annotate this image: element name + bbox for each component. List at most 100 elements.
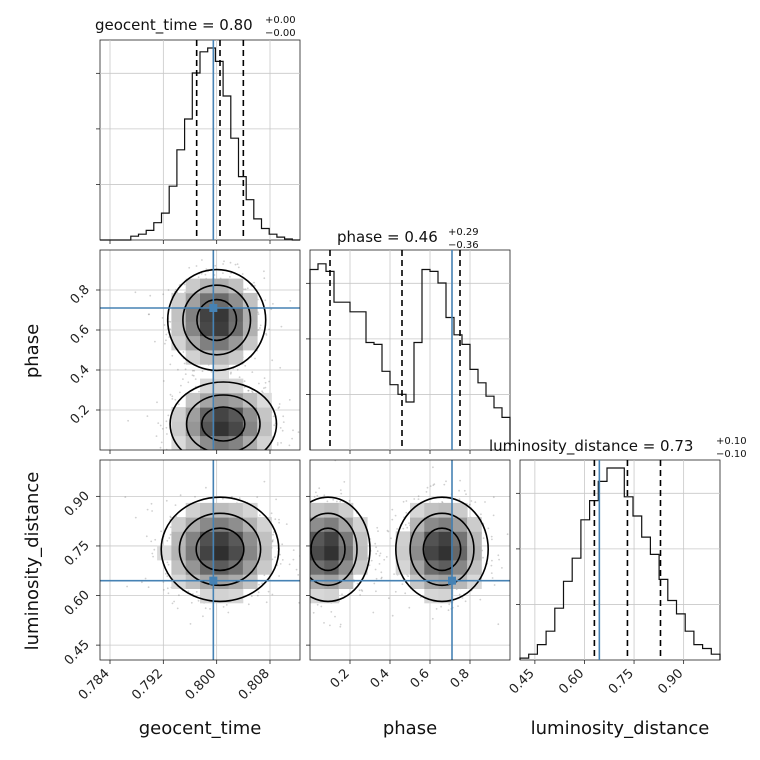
sample-point (308, 551, 310, 553)
xlabel-luminosity-distance: luminosity_distance (531, 718, 710, 739)
sample-point (401, 583, 404, 585)
sample-point (491, 538, 493, 541)
sample-point (184, 373, 187, 375)
sample-point (276, 442, 279, 444)
density-cell (242, 421, 258, 437)
sample-point (192, 452, 194, 454)
truth-marker (448, 576, 456, 585)
sample-point (272, 533, 274, 536)
sample-point (177, 403, 180, 406)
sample-point (339, 500, 342, 503)
sample-point (153, 548, 156, 551)
sample-point (202, 615, 204, 618)
truth-marker (209, 304, 218, 312)
sample-point (288, 563, 291, 566)
sample-point (151, 458, 153, 460)
density-cell (242, 335, 258, 351)
density-cell (424, 517, 439, 532)
sample-point (375, 577, 378, 580)
density-cell (171, 421, 187, 437)
sample-point (161, 317, 164, 319)
sample-point (458, 489, 460, 492)
sample-point (297, 540, 299, 542)
sample-point (441, 501, 443, 503)
panel-frame (99, 249, 301, 451)
density-cell (452, 517, 468, 532)
sample-point (182, 351, 185, 353)
sample-point (257, 591, 260, 594)
sample-point (293, 561, 295, 563)
sample-point (435, 608, 438, 610)
sample-point (166, 539, 169, 542)
panel-frame (99, 39, 301, 241)
sample-point (497, 554, 500, 557)
sample-point (306, 551, 308, 553)
sample-point (259, 324, 262, 327)
y-tick-label: 0.75 (62, 538, 93, 569)
sample-point (243, 386, 246, 389)
density-cell (310, 545, 325, 561)
sample-point (294, 550, 296, 552)
sample-point (169, 320, 172, 323)
sample-point (258, 583, 260, 586)
sample-point (204, 273, 207, 276)
sample-point (223, 455, 225, 457)
sample-point (297, 597, 299, 599)
density-cell (171, 407, 187, 422)
sample-point (394, 514, 397, 517)
sample-point (497, 623, 500, 626)
sample-point (289, 529, 291, 531)
density-cell (310, 560, 325, 575)
x-tick-label: 0.6 (408, 666, 433, 691)
sample-point (271, 540, 274, 543)
sample-point (210, 370, 213, 373)
sample-point (280, 531, 282, 533)
sample-point (166, 561, 169, 564)
sample-point (426, 486, 429, 489)
sample-point (263, 270, 265, 273)
density-cell (452, 502, 468, 518)
sample-point (316, 603, 319, 606)
sample-point (205, 486, 207, 489)
sample-point (271, 593, 274, 596)
sample-point (306, 554, 308, 556)
sample-point (166, 433, 168, 435)
title-luminosity-distance: luminosity_distance = 0.73 (489, 437, 693, 456)
sample-point (292, 558, 295, 561)
density-cell (467, 531, 482, 547)
density-cell (338, 545, 354, 561)
sample-point (275, 498, 277, 501)
density-cell (324, 531, 339, 547)
sample-point (487, 527, 490, 530)
sample-point (378, 563, 381, 565)
sample-point (306, 569, 308, 571)
sample-point (297, 536, 299, 538)
sample-point (329, 624, 331, 627)
sample-point (290, 532, 292, 534)
sample-point (230, 371, 232, 374)
sample-point (220, 453, 222, 455)
sample-point (227, 611, 230, 614)
sample-point (278, 403, 281, 405)
sample-point (237, 266, 240, 269)
sample-point (431, 617, 434, 620)
sample-point (243, 455, 245, 457)
sample-point (343, 481, 346, 483)
sample-point (265, 332, 267, 335)
sample-point (305, 518, 307, 520)
density-cell (467, 517, 482, 532)
sample-point (276, 444, 279, 446)
sample-point (417, 498, 420, 500)
sample-point (290, 532, 292, 534)
sample-point (490, 572, 493, 574)
sample-point (404, 524, 407, 526)
sample-point (268, 380, 270, 383)
sample-point (145, 535, 148, 538)
density-cell (410, 545, 425, 561)
sample-point (206, 465, 208, 467)
contour-line (310, 527, 346, 572)
sample-point (200, 466, 202, 468)
x-tick-label: 0.2 (328, 666, 353, 691)
histogram-step (309, 263, 511, 450)
sample-point (479, 598, 482, 601)
